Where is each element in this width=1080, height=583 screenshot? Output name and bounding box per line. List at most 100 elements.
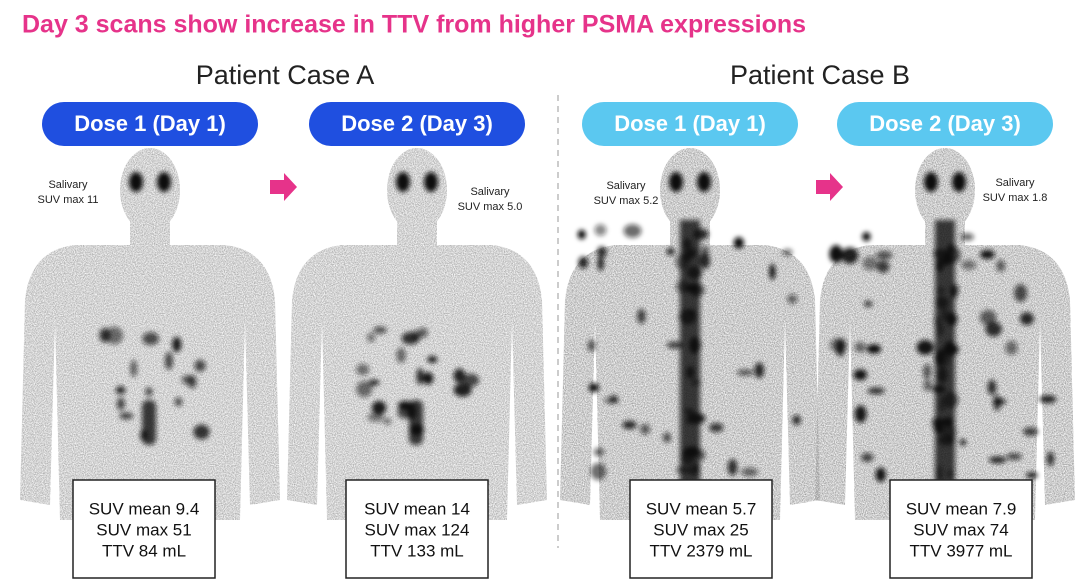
scan-lesion — [367, 412, 385, 422]
stats-line: SUV mean 9.4 — [89, 499, 200, 518]
scan-lesion — [577, 229, 586, 240]
stats-line: SUV max 74 — [913, 520, 1008, 539]
scan-lesion — [923, 363, 932, 380]
scan-lesion — [181, 374, 193, 385]
body-scan — [560, 148, 820, 520]
scan-lesion — [105, 326, 124, 345]
scan-lesion — [741, 467, 758, 477]
scan-lesion — [829, 337, 848, 352]
scan-head — [387, 148, 447, 232]
scan-lesion — [867, 387, 885, 395]
scan-lesion — [863, 300, 873, 307]
scan-lesion — [622, 420, 637, 430]
scan-lesion — [829, 245, 843, 263]
stats-line: TTV 133 mL — [370, 541, 464, 560]
scan-lesion — [396, 347, 406, 364]
scan-lesion — [993, 394, 1001, 411]
stats-line: SUV mean 7.9 — [906, 499, 1017, 518]
scan-lesion — [172, 336, 182, 353]
scan-lesion — [130, 359, 138, 378]
scan-head — [120, 148, 180, 232]
case-title: Patient Case A — [196, 60, 375, 90]
scan-lesion — [1006, 453, 1022, 460]
scan-torso — [20, 245, 280, 520]
scan-bowel — [409, 400, 423, 445]
dose-label: Dose 2 (Day 3) — [869, 111, 1021, 136]
scan-uptake — [829, 172, 1057, 490]
salivary-label: SUV max 5.0 — [458, 201, 523, 213]
scan-lesion — [736, 369, 754, 376]
scan-salivary — [424, 172, 438, 192]
body-scan — [815, 148, 1075, 520]
scan-lesion — [401, 331, 420, 345]
scan-salivary — [697, 172, 711, 192]
salivary-label: SUV max 5.2 — [594, 195, 659, 207]
stats-line: TTV 3977 mL — [910, 541, 1013, 560]
dose-pill — [837, 102, 1053, 146]
scan-lesion — [727, 459, 738, 476]
stats-line: TTV 2379 mL — [650, 541, 753, 560]
dose-label: Dose 1 (Day 1) — [614, 111, 766, 136]
scan-lesion — [782, 248, 793, 256]
scan-lesion — [366, 332, 376, 343]
scan-lesion — [853, 369, 868, 381]
scan-lesion — [368, 379, 380, 386]
scan-lesion — [593, 447, 605, 457]
scan-lesion — [604, 397, 619, 404]
scan-lesion — [985, 321, 1002, 337]
scan-lesion — [841, 247, 859, 264]
scan-lesion — [597, 255, 604, 271]
salivary-label: Salivary — [470, 186, 510, 198]
dose-pill — [309, 102, 525, 146]
scan-lesion — [142, 332, 159, 346]
scan-lesion — [427, 356, 438, 363]
scan-salivary — [952, 172, 966, 192]
scan-lesion — [594, 224, 607, 236]
scan-uptake — [356, 172, 480, 445]
stats-line: SUV max 124 — [365, 520, 470, 539]
scan-lesion — [854, 405, 867, 423]
scan-lesion — [792, 415, 801, 426]
dose-label: Dose 1 (Day 1) — [74, 111, 226, 136]
scan-lesion — [862, 231, 871, 242]
scan-lesion — [662, 432, 672, 443]
scan-uptake — [99, 172, 210, 445]
scan-lesion — [754, 362, 765, 379]
scan-lesion — [453, 383, 472, 397]
scan-lesion — [866, 344, 882, 354]
slide-title: Day 3 scans show increase in TTV from hi… — [22, 11, 806, 39]
stats-box — [889, 479, 1033, 579]
scan-lesion — [699, 253, 711, 269]
scan-lesion — [960, 233, 974, 241]
scan-lesion — [987, 379, 997, 396]
scan-salivary — [669, 172, 683, 192]
scan-bowel — [142, 400, 156, 445]
scan-lesion — [1026, 472, 1038, 479]
scan-lesion — [453, 368, 466, 383]
dose-pill — [42, 102, 258, 146]
scan-lesion — [1019, 312, 1034, 326]
scan-lesion — [1014, 284, 1028, 303]
scan-lesion — [708, 422, 724, 433]
scan-lesion — [787, 294, 798, 304]
stats-line: SUV max 51 — [96, 520, 191, 539]
stats-line: SUV mean 5.7 — [646, 499, 757, 518]
scan-lesion — [371, 400, 387, 415]
scan-lesion — [875, 250, 893, 260]
scan-salivary — [129, 172, 143, 192]
stats-box — [345, 479, 489, 579]
scan-lesion — [959, 439, 967, 446]
scan-lesion — [383, 418, 392, 425]
scan-lesion — [861, 452, 874, 462]
scan-lesion — [590, 462, 607, 481]
scan-lesion — [666, 247, 675, 256]
scan-lesion — [116, 397, 125, 411]
salivary-label: SUV max 1.8 — [983, 192, 1048, 204]
scan-lesion — [164, 351, 173, 370]
scan-salivary — [157, 172, 171, 192]
salivary-label: Salivary — [606, 180, 646, 192]
scan-lesion — [356, 381, 373, 398]
scan-lesion — [1022, 427, 1039, 437]
scan-lesion — [623, 224, 642, 238]
